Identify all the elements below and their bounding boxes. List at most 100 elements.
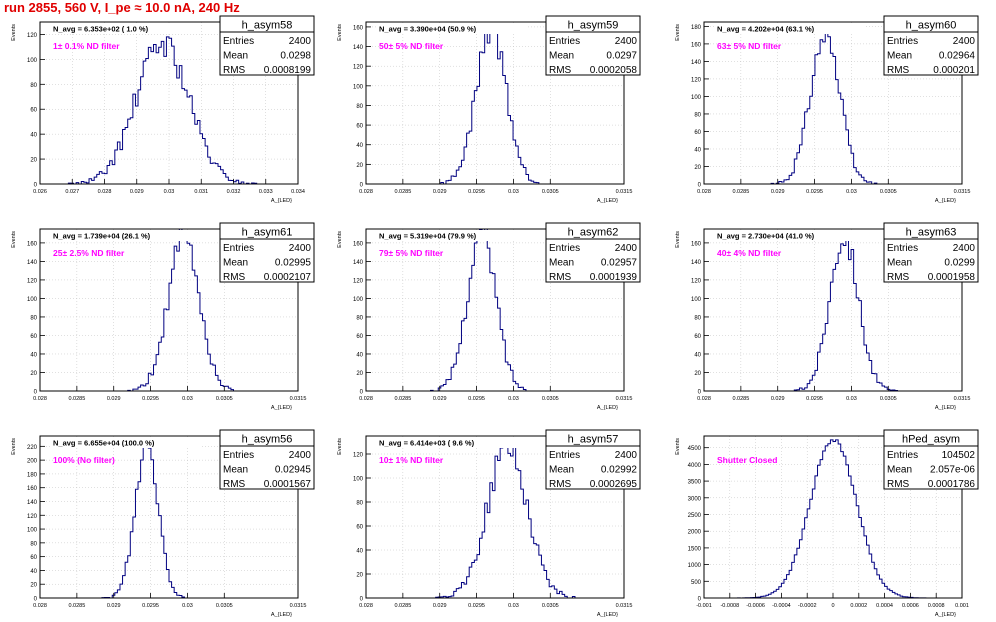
x-tick-label: 0.03	[846, 396, 857, 402]
x-tick-label: 0.028	[33, 603, 47, 609]
x-tick-label: 0.0305	[216, 396, 233, 402]
plot-frame	[703, 21, 963, 185]
stats-mean-label: Mean	[549, 51, 574, 62]
x-tick-label: 0.0002	[850, 603, 867, 609]
x-tick-label: 0.03	[846, 189, 857, 195]
x-tick-label: -0.001	[696, 603, 712, 609]
navg-box	[376, 23, 526, 34]
y-tick-label: 20	[356, 573, 363, 579]
navg-label: N_avg = 5.319e+04 (79.9 %)	[379, 232, 477, 241]
run-title: run 2855, 560 V, I_pe ≈ 10.0 nA, 240 Hz	[4, 0, 240, 15]
y-tick-label: 220	[27, 445, 38, 451]
stats-rms-label: RMS	[887, 65, 910, 76]
stats-rms-value: 0.0002107	[264, 272, 312, 283]
histogram-panel-h_asym62: 0 20 40 60 80 100 120 140 160 0.028 0.0285 0.029 0.0…	[337, 222, 641, 411]
x-tick-label: 0.026	[33, 189, 47, 195]
plot-frame	[365, 435, 625, 599]
x-tick-label: 0.0285	[732, 396, 749, 402]
stats-entries-value: 104502	[942, 450, 976, 461]
y-tick-label: 3000	[688, 496, 702, 502]
x-tick-label: 0.029	[433, 396, 447, 402]
stats-entries-label: Entries	[549, 36, 580, 47]
navg-box	[714, 230, 864, 241]
stats-rms-label: RMS	[549, 65, 572, 76]
x-tick-label: 0.0285	[394, 396, 411, 402]
x-tick-label: 0.0285	[68, 603, 85, 609]
stats-mean-value: 0.0298	[280, 51, 311, 62]
y-tick-label: 120	[27, 278, 38, 284]
y-tick-label: 20	[30, 158, 37, 164]
filter-label: Shutter Closed	[717, 455, 777, 465]
stats-entries-label: Entries	[887, 450, 918, 461]
stats-box	[219, 15, 315, 76]
plot-frame	[703, 228, 963, 392]
stats-rms-value: 0.0002695	[590, 479, 638, 490]
stats-title: h_asym62	[568, 227, 619, 239]
y-tick-label: 80	[30, 315, 37, 321]
y-tick-label: 60	[694, 334, 701, 340]
y-tick-label: 140	[353, 260, 364, 266]
x-tick-label: 0.029	[107, 603, 121, 609]
stats-rms-value: 0.0002058	[590, 65, 638, 76]
stats-entries-value: 2400	[615, 450, 638, 461]
x-tick-label: 0.0295	[142, 396, 159, 402]
stats-rms-value: 0.0001786	[928, 479, 976, 490]
y-tick-label: 60	[30, 108, 37, 114]
stats-entries-value: 2400	[615, 243, 638, 254]
y-tick-label: 120	[27, 33, 38, 39]
stats-mean-label: Mean	[887, 51, 912, 62]
x-axis-title: A_{LED}	[597, 612, 618, 618]
y-axis-title: Events	[337, 438, 343, 455]
histogram-panel-h_asym57: 0 20 40 60 80 100 120 0.028 0.0285 0.029 0.0295 0.0…	[337, 429, 641, 618]
x-tick-label: 0.028	[359, 396, 373, 402]
y-tick-label: 160	[27, 486, 38, 492]
y-tick-label: 60	[356, 334, 363, 340]
stats-entries-value: 2400	[289, 243, 312, 254]
x-tick-label: 0.03	[182, 396, 193, 402]
y-tick-label: 0	[360, 597, 364, 603]
x-tick-label: 0.0285	[732, 189, 749, 195]
filter-label: 50± 5% ND filter	[379, 41, 444, 51]
y-tick-label: 120	[691, 77, 702, 83]
y-tick-label: 20	[694, 371, 701, 377]
x-tick-label: 0.028	[98, 189, 112, 195]
stats-rms-value: 0.000201	[933, 65, 975, 76]
y-tick-label: 20	[30, 583, 37, 589]
navg-box	[50, 23, 200, 34]
stats-entries-value: 2400	[289, 36, 312, 47]
x-axis-title: A_{LED}	[935, 405, 956, 411]
y-tick-label: 60	[356, 124, 363, 130]
histogram-panel-h_asym58: 0 20 40 60 80 100 120 0.026 0.027 0.028 0.029 0.03 0…	[11, 15, 315, 204]
stats-mean-label: Mean	[223, 465, 248, 476]
x-tick-label: 0.029	[433, 189, 447, 195]
y-tick-label: 60	[30, 334, 37, 340]
x-tick-label: 0.0285	[394, 603, 411, 609]
y-tick-label: 140	[353, 45, 364, 51]
stats-mean-value: 0.02995	[275, 258, 312, 269]
stats-mean-label: Mean	[549, 465, 574, 476]
x-tick-label: 0.0305	[880, 189, 897, 195]
x-tick-label: -0.0002	[798, 603, 817, 609]
x-tick-label: 0.033	[259, 189, 273, 195]
x-tick-label: 0.0305	[542, 396, 559, 402]
x-tick-label: 0.028	[359, 189, 373, 195]
y-tick-label: 80	[356, 501, 363, 507]
stats-mean-value: 0.02957	[601, 258, 638, 269]
y-tick-label: 4000	[688, 463, 702, 469]
stats-entries-label: Entries	[887, 36, 918, 47]
y-tick-label: 20	[356, 163, 363, 169]
y-tick-label: 140	[691, 260, 702, 266]
plot-frame	[39, 228, 299, 392]
stats-title: h_asym60	[906, 20, 957, 32]
x-tick-label: 0.0295	[806, 396, 823, 402]
stats-title: h_asym58	[242, 20, 293, 32]
y-tick-label: 0	[360, 183, 364, 189]
x-axis-title: A_{LED}	[597, 198, 618, 204]
y-axis-title: Events	[11, 438, 17, 455]
x-axis-title: A_{LED}	[271, 198, 292, 204]
y-tick-label: 80	[694, 112, 701, 118]
stats-box	[219, 429, 315, 490]
x-tick-label: 0.0315	[290, 396, 307, 402]
y-tick-label: 80	[356, 104, 363, 110]
filter-label: 1± 0.1% ND filter	[53, 41, 120, 51]
